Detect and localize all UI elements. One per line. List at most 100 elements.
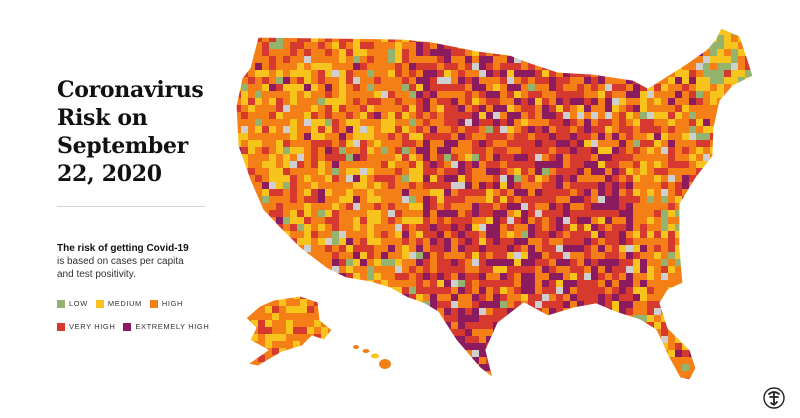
- county-cell: [241, 301, 249, 309]
- county-cell: [388, 252, 396, 260]
- county-cell: [416, 245, 424, 253]
- county-cell: [633, 182, 641, 190]
- county-cell: [675, 147, 683, 155]
- county-cell: [416, 350, 424, 358]
- county-cell: [381, 196, 389, 204]
- county-cell: [500, 49, 508, 57]
- county-cell: [248, 224, 256, 232]
- county-cell: [633, 371, 641, 379]
- county-cell: [332, 378, 340, 380]
- county-cell: [297, 252, 305, 260]
- county-cell: [668, 231, 676, 239]
- county-cell: [346, 371, 354, 379]
- county-cell: [423, 238, 431, 246]
- county-cell: [423, 287, 431, 295]
- county-cell: [472, 217, 480, 225]
- county-cell: [738, 161, 746, 169]
- county-cell: [682, 49, 690, 57]
- county-cell: [339, 161, 347, 169]
- county-cell: [507, 91, 515, 99]
- county-cell: [598, 231, 606, 239]
- county-cell: [696, 161, 704, 169]
- county-cell: [381, 238, 389, 246]
- county-cell: [647, 28, 655, 36]
- county-cell: [493, 112, 501, 120]
- county-cell: [633, 224, 641, 232]
- county-cell: [591, 161, 599, 169]
- county-cell: [451, 210, 459, 218]
- county-cell: [339, 28, 347, 36]
- county-cell: [682, 315, 690, 323]
- county-cell: [246, 355, 252, 363]
- county-cell: [353, 203, 361, 211]
- county-cell: [262, 161, 270, 169]
- county-cell: [430, 154, 438, 162]
- county-cell: [395, 343, 403, 351]
- county-cell: [696, 336, 704, 344]
- county-cell: [353, 91, 361, 99]
- county-cell: [577, 196, 585, 204]
- county-cell: [360, 287, 368, 295]
- county-cell: [236, 105, 242, 113]
- county-cell: [493, 28, 501, 36]
- county-cell: [731, 371, 739, 379]
- county-cell: [514, 133, 522, 141]
- county-cell: [563, 294, 571, 302]
- county-cell: [367, 49, 375, 57]
- county-cell: [255, 154, 263, 162]
- county-cell: [465, 84, 473, 92]
- county-cell: [584, 252, 592, 260]
- county-cell: [395, 224, 403, 232]
- county-cell: [542, 238, 550, 246]
- county-cell: [752, 357, 753, 365]
- county-cell: [388, 189, 396, 197]
- county-cell: [258, 306, 266, 314]
- county-cell: [514, 189, 522, 197]
- county-cell: [507, 357, 515, 365]
- county-cell: [689, 189, 697, 197]
- county-cell: [248, 154, 256, 162]
- county-cell: [346, 70, 354, 78]
- county-cell: [675, 322, 683, 330]
- county-cell: [248, 259, 256, 267]
- county-cell: [293, 355, 301, 363]
- county-cell: [255, 168, 263, 176]
- county-cell: [521, 266, 529, 274]
- county-cell: [696, 210, 704, 218]
- county-cell: [423, 126, 431, 134]
- county-cell: [479, 154, 487, 162]
- county-cell: [479, 196, 487, 204]
- county-cell: [689, 280, 697, 288]
- county-cell: [353, 322, 361, 330]
- county-cell: [731, 42, 739, 50]
- county-cell: [479, 364, 487, 372]
- county-cell: [318, 105, 326, 113]
- county-cell: [381, 63, 389, 71]
- county-cell: [437, 308, 445, 316]
- county-cell: [241, 280, 249, 288]
- county-cell: [486, 28, 494, 36]
- county-cell: [465, 350, 473, 358]
- county-cell: [262, 371, 270, 379]
- county-cell: [314, 362, 322, 366]
- county-cell: [500, 280, 508, 288]
- county-cell: [598, 203, 606, 211]
- county-cell: [437, 364, 445, 372]
- county-cell: [703, 49, 711, 57]
- county-cell: [745, 182, 753, 190]
- county-cell: [402, 49, 410, 57]
- county-cell: [339, 182, 347, 190]
- county-cell: [535, 280, 543, 288]
- county-cell: [451, 119, 459, 127]
- county-cell: [472, 154, 480, 162]
- county-cell: [458, 154, 466, 162]
- county-cell: [514, 35, 522, 43]
- county-cell: [556, 336, 564, 344]
- county-cell: [325, 105, 333, 113]
- county-cell: [654, 322, 662, 330]
- county-cell: [458, 287, 466, 295]
- county-cell: [752, 126, 753, 134]
- county-cell: [584, 273, 592, 281]
- county-cell: [283, 378, 291, 380]
- county-cell: [724, 77, 732, 85]
